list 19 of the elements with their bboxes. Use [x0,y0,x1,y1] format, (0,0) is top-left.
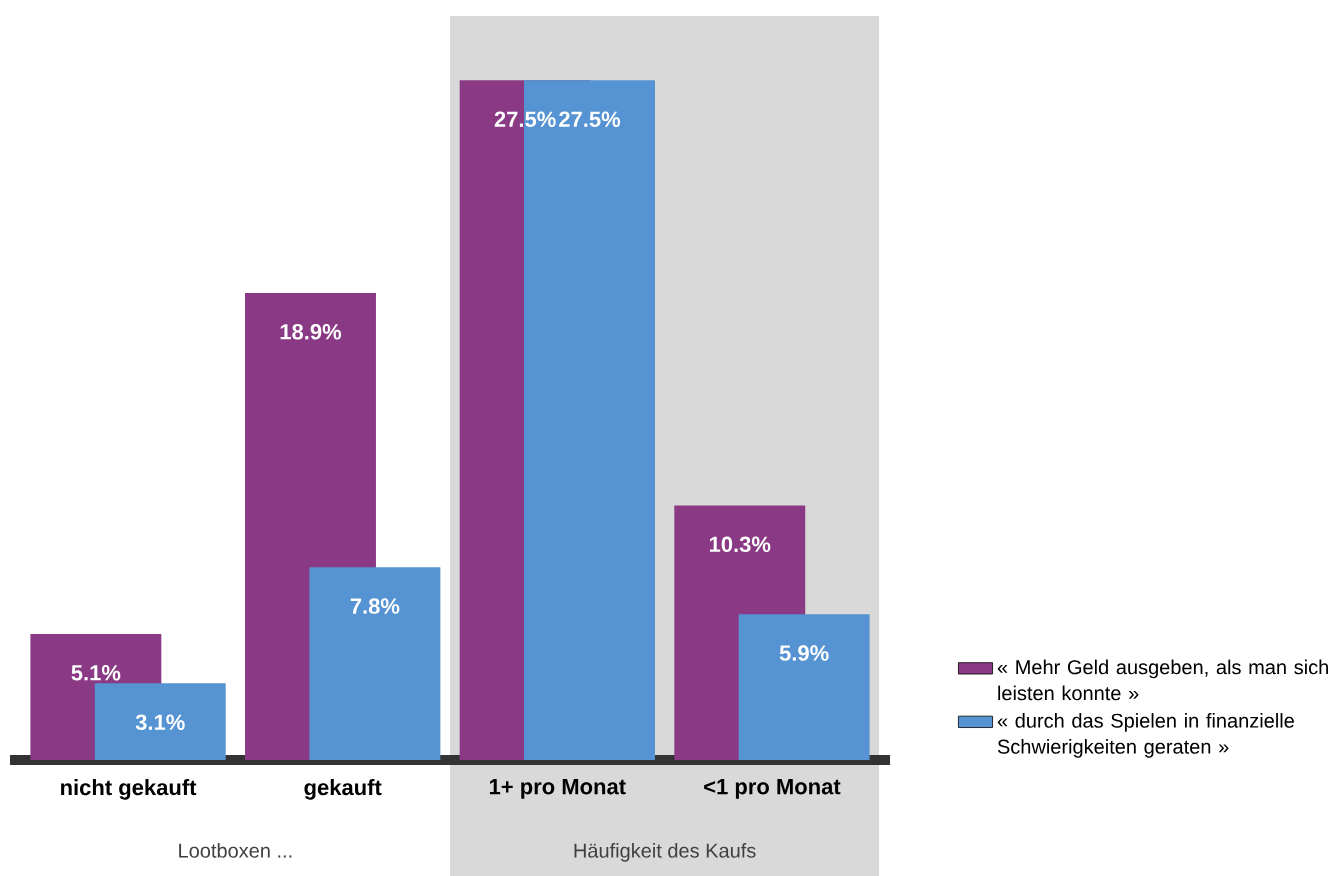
legend-label: « durch das Spielen in finanzielle Schwierigkeiten geraten » [997,713,1294,758]
data-label: 27.5% [559,111,621,128]
legend-label: « Mehr Geld ausgeben, als man sich leisten konnte » [997,659,1328,701]
data-label: 7.8% [350,598,400,614]
x-tick-label: gekauft [304,779,382,800]
bar [309,567,441,760]
x-tick-label: 1+ pro Monat [489,779,626,799]
bar [738,614,870,760]
text: Lootboxen ... [179,843,292,858]
bar [94,683,226,760]
data-label: 5.1% [71,665,121,681]
data-label: 18.9% [280,323,342,340]
data-label: 5.9% [779,645,829,661]
band-label: Häufigkeit des Kaufs [574,843,756,862]
x-tick-label: nicht gekauft [61,779,197,800]
data-label: 27.5% [494,111,556,128]
data-label: 3.1% [135,714,185,731]
x-tick-label: <1 pro Monat [704,779,841,799]
data-label: 10.3% [709,536,771,553]
